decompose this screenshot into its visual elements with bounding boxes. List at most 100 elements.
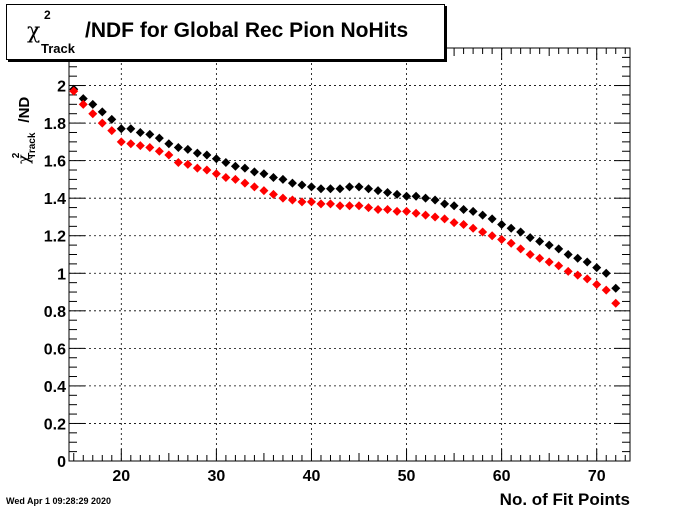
- data-point: [107, 114, 117, 124]
- data-point: [116, 137, 126, 147]
- data-point: [78, 94, 88, 104]
- series-1: [69, 84, 621, 293]
- data-point: [78, 99, 88, 109]
- data-point: [506, 238, 516, 248]
- data-point: [183, 159, 193, 169]
- data-point: [364, 184, 374, 194]
- data-point: [525, 233, 535, 243]
- data-point: [421, 193, 431, 203]
- data-point: [297, 180, 307, 190]
- y-axis-label-text: /ND: [16, 96, 33, 123]
- data-point: [230, 174, 240, 184]
- data-point: [592, 263, 602, 273]
- timestamp: Wed Apr 1 09:28:29 2020: [6, 496, 112, 506]
- data-point: [173, 158, 183, 168]
- data-point: [202, 165, 212, 175]
- data-point: [164, 150, 174, 160]
- data-point: [325, 184, 335, 194]
- data-point: [316, 199, 326, 209]
- data-point: [544, 240, 554, 250]
- data-point: [373, 186, 383, 196]
- y-tick-label: 0.2: [44, 416, 66, 433]
- data-point: [268, 189, 278, 199]
- data-point: [383, 188, 393, 198]
- data-point: [211, 154, 221, 164]
- data-point: [440, 214, 450, 224]
- data-point: [497, 219, 507, 229]
- title-subscript: Track: [41, 41, 75, 56]
- ticks-layer: [69, 47, 630, 462]
- x-tick-label: 70: [588, 468, 606, 485]
- data-point: [335, 184, 345, 194]
- y-tick-label: 1.4: [44, 191, 66, 208]
- plot-frame: [68, 47, 631, 462]
- data-point: [173, 142, 183, 152]
- series-2: [69, 86, 621, 308]
- data-point: [354, 182, 364, 192]
- data-point: [468, 206, 478, 216]
- data-point: [459, 204, 469, 214]
- data-point: [392, 189, 402, 199]
- data-point: [97, 118, 107, 128]
- data-point: [145, 129, 155, 139]
- data-point: [107, 126, 117, 136]
- data-point: [373, 204, 383, 214]
- data-point: [249, 182, 259, 192]
- data-point: [345, 182, 354, 192]
- data-point: [126, 124, 136, 134]
- data-point: [440, 199, 450, 209]
- data-point: [88, 99, 98, 109]
- data-point: [430, 195, 440, 205]
- title-superscript: 2: [44, 8, 51, 22]
- data-point: [402, 206, 412, 216]
- data-point: [306, 197, 316, 207]
- y-axis-superscript: 2: [11, 152, 22, 159]
- y-tick-label: 1: [57, 266, 66, 283]
- data-point: [411, 191, 421, 201]
- data-point: [392, 206, 402, 216]
- x-tick-label: 50: [398, 468, 416, 485]
- data-point: [278, 174, 288, 184]
- x-tick-label: 40: [303, 468, 321, 485]
- data-point: [525, 250, 535, 259]
- y-tick-label: 0.6: [44, 341, 66, 358]
- data-point: [601, 268, 611, 278]
- x-tick-label: 30: [207, 468, 225, 485]
- data-point: [202, 150, 212, 160]
- y-tick-label: 0: [57, 454, 66, 471]
- data-point: [192, 163, 202, 173]
- data-point: [221, 173, 231, 183]
- x-tick-label: 60: [493, 468, 511, 485]
- title-chi-symbol: χ: [27, 19, 41, 44]
- data-point: [478, 210, 488, 220]
- data-point: [116, 124, 126, 134]
- grid-layer: [69, 48, 630, 461]
- data-point: [497, 234, 507, 244]
- data-point: [69, 86, 79, 96]
- y-tick-label: 1.8: [44, 116, 66, 133]
- data-point: [221, 158, 231, 168]
- data-point: [278, 193, 288, 203]
- data-point: [554, 261, 564, 271]
- data-point: [230, 161, 240, 171]
- data-point: [592, 280, 602, 290]
- data-point: [468, 223, 478, 233]
- data-point: [487, 231, 497, 241]
- chart-title: /NDF for Global Rec Pion NoHits: [85, 19, 409, 42]
- data-point: [364, 203, 374, 213]
- data-point: [544, 257, 554, 267]
- data-point: [563, 250, 573, 259]
- data-point: [573, 270, 583, 280]
- data-point: [554, 244, 564, 254]
- data-point: [506, 223, 516, 233]
- y-tick-label: 2: [57, 79, 66, 96]
- tick-labels-layer: 20 30 40 50 60 70 0 0.2 0.4 0.6 0.8 1 1.2 1.4 1.6 1.8 2: [44, 79, 606, 485]
- data-point: [487, 214, 497, 224]
- data-point: [145, 142, 155, 152]
- data-point: [421, 210, 431, 220]
- data-point: [164, 139, 174, 149]
- y-tick-label: 1.6: [44, 154, 66, 171]
- data-point: [183, 144, 193, 154]
- data-point: [449, 218, 459, 228]
